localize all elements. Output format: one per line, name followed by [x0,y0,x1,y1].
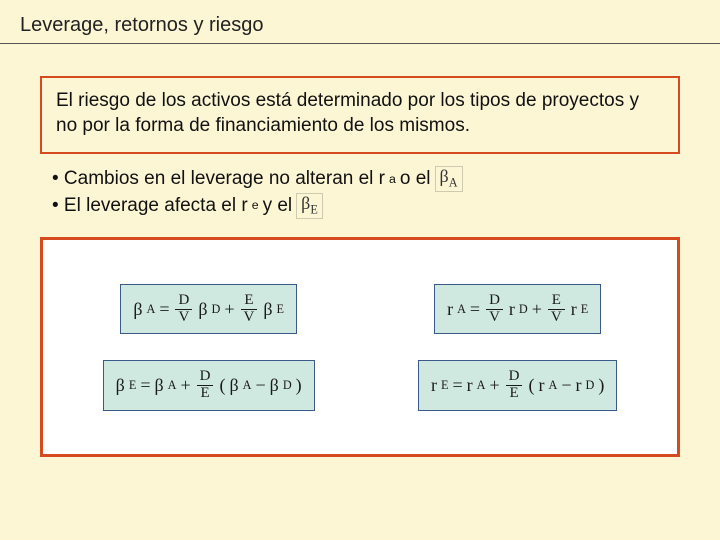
formula-r-a: rA = DV rD + EV rE [434,284,601,335]
bullet-list: • Cambios en el leverage no alteran el r… [52,166,680,219]
statement-text: El riesgo de los activos está determinad… [56,90,639,136]
frac-e-v: EV [241,293,258,326]
formula-panel: βA = DV βD + EV βE βE = βA + DE ( βA − β… [40,237,680,457]
bullet-2-sub: e [252,197,259,214]
bullet-2: • El leverage afecta el re y el βE [52,193,680,220]
formula-r-e: rE = rA + DE ( rA − rD ) [418,360,617,411]
frac-d-e-2: DE [506,369,523,402]
frac-d-e: DE [197,369,214,402]
frac-d-v: DV [175,293,192,326]
frac-e-v-2: EV [548,293,565,326]
bullet-1-text: • Cambios en el leverage no alteran el r [52,166,385,193]
formula-col-left: βA = DV βD + EV βE βE = βA + DE ( βA − β… [103,284,315,411]
beta-a-icon: βA [435,166,463,192]
title-underline [0,43,720,44]
slide-title: Leverage, retornos y riesgo [0,14,720,43]
bullet-2-mid: y el [263,193,293,220]
statement-box: El riesgo de los activos está determinad… [40,76,680,154]
bullet-1-mid: o el [400,166,431,193]
formula-col-right: rA = DV rD + EV rE rE = rA + DE ( rA − r… [418,284,617,411]
bullet-2-text: • El leverage afecta el r [52,193,248,220]
bullet-1: • Cambios en el leverage no alteran el r… [52,166,680,193]
frac-d-v-2: DV [486,293,503,326]
formula-beta-e: βE = βA + DE ( βA − βD ) [103,360,315,411]
beta-e-icon: βE [296,193,323,219]
bullet-1-sub: a [389,171,396,188]
slide: Leverage, retornos y riesgo El riesgo de… [0,0,720,540]
formula-beta-a: βA = DV βD + EV βE [120,284,297,335]
